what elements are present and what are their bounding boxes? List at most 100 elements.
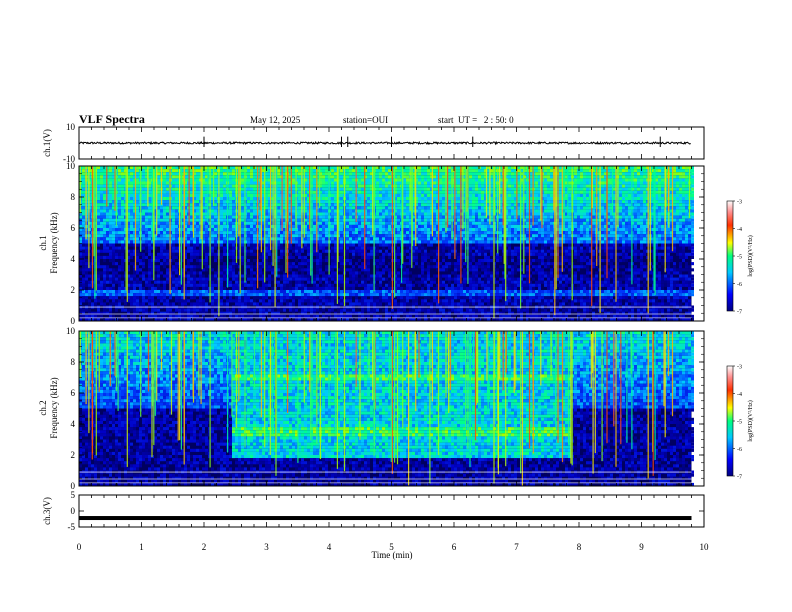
spectrogram-cell xyxy=(388,237,391,241)
spectrogram-cell xyxy=(121,178,124,182)
spectrogram-cell xyxy=(133,234,136,238)
spectrogram-cell xyxy=(199,302,202,306)
spectrogram-cell xyxy=(316,212,319,216)
spectrogram-cell xyxy=(118,221,121,225)
spectrogram-cell xyxy=(379,184,382,188)
spectrogram-cell xyxy=(103,237,106,241)
spectrogram-cell xyxy=(256,290,259,294)
spectrogram-cell xyxy=(304,228,307,232)
spectrogram-cell xyxy=(331,283,334,287)
spectrogram-cell xyxy=(265,181,268,185)
spectrogram-cell xyxy=(397,172,400,176)
spectrogram-cell xyxy=(316,181,319,185)
spectrogram-cell xyxy=(385,197,388,201)
spectrogram-cell xyxy=(259,265,262,269)
spectrogram-cell xyxy=(220,317,223,321)
spectrogram-cell xyxy=(94,302,97,306)
spectrogram-cell xyxy=(307,237,310,241)
spectrogram-cell xyxy=(193,231,196,235)
spectrogram-cell xyxy=(184,280,187,284)
spectrogram-cell xyxy=(385,311,388,315)
spectrogram-cell xyxy=(109,240,112,244)
spectrogram-cell xyxy=(142,221,145,225)
spectrogram-cell xyxy=(370,169,373,173)
spectrogram-cell xyxy=(361,296,364,300)
spectrogram-cell xyxy=(298,249,301,253)
spectrogram-cell xyxy=(334,197,337,201)
spectrogram-cell xyxy=(148,218,151,222)
spectrogram-cell xyxy=(136,172,139,176)
spectrogram-cell xyxy=(376,271,379,275)
spectrogram-cell xyxy=(94,299,97,303)
spectrogram-cell xyxy=(358,265,361,269)
spectrogram-cell xyxy=(106,243,109,247)
spectrogram-cell xyxy=(310,314,313,318)
spectrogram-cell xyxy=(322,293,325,297)
spectrogram-cell xyxy=(325,203,328,207)
spectrogram-cell xyxy=(247,215,250,219)
spectrogram-cell xyxy=(211,206,214,210)
spectrogram-cell xyxy=(268,243,271,247)
spectrogram-cell xyxy=(313,197,316,201)
spectrogram-cell xyxy=(106,296,109,300)
spectrogram-cell xyxy=(112,243,115,247)
spectrogram-cell xyxy=(97,237,100,241)
spectrogram-cell xyxy=(118,200,121,204)
spectrogram-cell xyxy=(202,237,205,241)
spectrogram-cell xyxy=(211,197,214,201)
spectrogram-cell xyxy=(187,231,190,235)
spectrogram-cell xyxy=(184,293,187,297)
spectrogram-cell xyxy=(100,215,103,219)
spectrogram-cell xyxy=(106,249,109,253)
spectrogram-cell xyxy=(259,271,262,275)
spectrogram-cell xyxy=(298,166,301,170)
spectrogram-cell xyxy=(220,286,223,290)
spectrogram-cell xyxy=(247,169,250,173)
spectrogram-cell xyxy=(397,197,400,201)
spectrogram-cell xyxy=(91,290,94,294)
spectrogram-cell xyxy=(97,274,100,278)
spectrogram-cell xyxy=(187,290,190,294)
spectrogram-cell xyxy=(202,268,205,272)
spectrogram-cell xyxy=(403,181,406,185)
spectrogram-cell xyxy=(109,175,112,179)
spectrogram-cell xyxy=(172,302,175,306)
spectrogram-cell xyxy=(103,184,106,188)
spectrogram-cell xyxy=(214,184,217,188)
spectrogram-cell xyxy=(403,190,406,194)
spectrogram-cell xyxy=(109,296,112,300)
spectrogram-cell xyxy=(214,224,217,228)
spectrogram-cell xyxy=(334,243,337,247)
spectrogram-cell xyxy=(130,299,133,303)
spectrogram-cell xyxy=(148,193,151,197)
spectrogram-cell xyxy=(199,308,202,312)
spectrogram-cell xyxy=(256,308,259,312)
spectrogram-cell xyxy=(82,218,85,222)
spectrogram-cell xyxy=(352,175,355,179)
spectrogram-cell xyxy=(172,190,175,194)
spectrogram-cell xyxy=(205,283,208,287)
spectrogram-cell xyxy=(226,302,229,306)
spectrogram-cell xyxy=(388,240,391,244)
spectrogram-cell xyxy=(322,212,325,216)
spectrogram-cell xyxy=(307,302,310,306)
spectrogram-cell xyxy=(301,249,304,253)
spectrogram-cell xyxy=(103,166,106,170)
spectrogram-cell xyxy=(271,314,274,318)
spectrogram-cell xyxy=(232,172,235,176)
spectrogram-cell xyxy=(250,265,253,269)
spectrogram-cell xyxy=(184,221,187,225)
spectrogram-cell xyxy=(142,209,145,213)
spectrogram-cell xyxy=(262,311,265,315)
spectrogram-cell xyxy=(205,181,208,185)
spectrogram-cell xyxy=(196,212,199,216)
spectrogram-cell xyxy=(100,314,103,318)
spectrogram-cell xyxy=(157,231,160,235)
spectrogram-cell xyxy=(271,290,274,294)
spectrogram-cell xyxy=(232,237,235,241)
spectrogram-cell xyxy=(277,193,280,197)
spectrogram-cell xyxy=(241,181,244,185)
spectrogram-cell xyxy=(136,302,139,306)
spectrogram-cell xyxy=(112,314,115,318)
spectrogram-cell xyxy=(148,184,151,188)
